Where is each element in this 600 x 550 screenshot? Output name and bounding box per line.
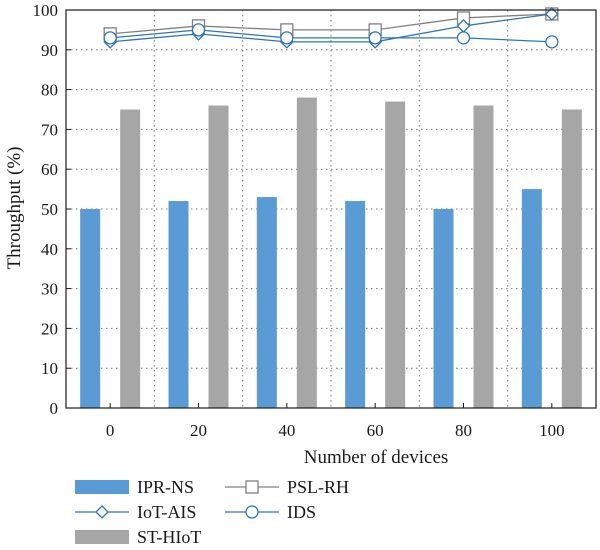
y-tick-label: 20	[41, 319, 58, 338]
legend-marker	[245, 480, 259, 494]
tick-labels: 0 10 20 30 40 50 60 70 80 90 100 0 20 40 60 80 100	[33, 1, 565, 440]
y-tick-label: 70	[41, 120, 58, 139]
y-tick-label: 100	[33, 1, 59, 20]
legend-marker	[95, 505, 109, 519]
line-ids	[110, 29, 552, 43]
bar-st-hiot	[208, 105, 229, 409]
bar-ipr-ns	[168, 201, 189, 408]
y-tick-label: 90	[41, 41, 58, 60]
legend-item-ids: IDS	[225, 502, 316, 522]
axes	[65, 9, 597, 409]
x-tick-label: 80	[455, 421, 472, 440]
bar-st-hiot	[385, 101, 406, 408]
bar-st-hiot	[561, 109, 582, 408]
x-tick-label: 40	[278, 421, 295, 440]
legend-item-st-hiot: ST-HIoT	[75, 527, 201, 547]
bar-ipr-ns	[80, 209, 101, 408]
bar-ipr-ns	[256, 197, 277, 408]
point-ids	[456, 31, 471, 45]
y-tick-label: 10	[41, 359, 58, 378]
y-tick-label: 40	[41, 240, 58, 259]
y-tick-label: 60	[41, 160, 58, 179]
legend-item-psl-rh: PSL-RH	[225, 477, 349, 497]
y-tick-label: 80	[41, 81, 58, 100]
y-tick-label: 30	[41, 280, 58, 299]
point-iot-ais	[544, 7, 559, 21]
line-psl-rh	[110, 13, 552, 35]
bar-ipr-ns	[521, 189, 542, 408]
legend-label: PSL-RH	[287, 477, 349, 497]
x-axis-label: Number of devices	[304, 447, 449, 468]
bar-st-hiot	[473, 105, 494, 409]
legend-swatch	[75, 530, 129, 544]
line-series	[103, 7, 559, 49]
x-tick-label: 100	[539, 421, 565, 440]
point-ids	[191, 23, 206, 37]
y-tick-label: 50	[41, 200, 58, 219]
legend-label: IDS	[287, 502, 316, 522]
line-iot-ais	[110, 13, 552, 43]
x-tick-label: 20	[190, 421, 207, 440]
legend-swatch	[75, 480, 129, 494]
bars	[80, 97, 582, 409]
bar-ipr-ns	[345, 201, 366, 408]
legend-label: IoT-AIS	[137, 502, 196, 522]
legend-label: ST-HIoT	[137, 527, 201, 547]
point-ids	[545, 35, 559, 49]
point-ids	[103, 31, 117, 45]
grid-lines	[66, 10, 596, 408]
bar-st-hiot	[296, 97, 317, 408]
bar-ipr-ns	[433, 209, 454, 408]
point-ids	[280, 31, 294, 45]
legend-item-ipr-ns: IPR-NS	[75, 477, 194, 497]
bar-st-hiot	[120, 109, 141, 408]
legend: IPR-NS PSL-RH IoT-AIS IDS ST-HIoT	[75, 477, 349, 547]
point-ids	[368, 31, 382, 45]
x-tick-label: 60	[367, 421, 384, 440]
legend-label: IPR-NS	[137, 477, 194, 497]
y-tick-label: 0	[50, 399, 59, 418]
legend-marker	[245, 505, 259, 519]
x-tick-label: 0	[106, 421, 115, 440]
y-axis-label: Throughput (%)	[4, 147, 25, 270]
legend-item-iot-ais: IoT-AIS	[75, 502, 196, 522]
